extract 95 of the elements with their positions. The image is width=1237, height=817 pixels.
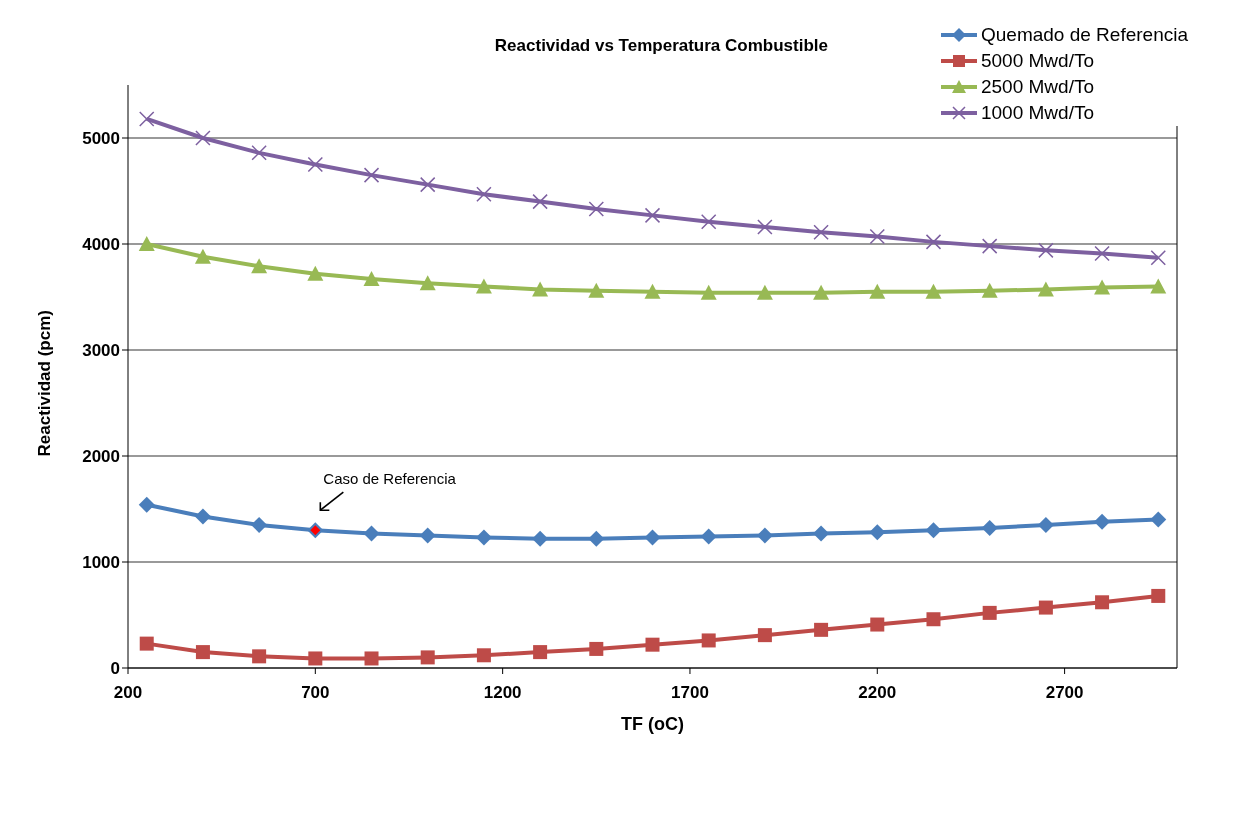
point (813, 284, 830, 300)
point (1094, 513, 1111, 530)
point (1037, 516, 1054, 533)
point (925, 283, 942, 299)
point (138, 236, 155, 251)
point (1095, 595, 1110, 610)
point (700, 528, 717, 545)
point (926, 612, 941, 627)
y-tick-label: 3000 (82, 341, 120, 361)
point (1151, 588, 1166, 603)
point (363, 525, 380, 542)
x-axis-title: TF (oC) (621, 714, 684, 734)
point (363, 270, 380, 286)
y-tick-label: 1000 (82, 553, 120, 573)
point (981, 238, 998, 254)
point (419, 527, 436, 544)
point (1150, 511, 1167, 528)
point (644, 283, 661, 299)
point (869, 283, 886, 299)
point (814, 622, 829, 637)
x-tick-label: 200 (113, 683, 143, 703)
point (869, 524, 886, 541)
point (139, 636, 154, 651)
point (364, 651, 379, 666)
y-tick-label: 5000 (82, 129, 120, 149)
point (644, 207, 661, 224)
point (870, 617, 885, 632)
point (700, 213, 717, 230)
point (925, 234, 942, 250)
point (700, 284, 717, 300)
point (701, 633, 716, 648)
point (307, 156, 324, 173)
point (1038, 600, 1053, 615)
point (251, 258, 268, 274)
y-tick-label: 2000 (82, 447, 120, 467)
point (251, 516, 268, 533)
point (588, 201, 605, 217)
point (476, 648, 491, 663)
point (588, 530, 605, 547)
point (194, 248, 211, 264)
point (1038, 242, 1054, 259)
point (756, 284, 773, 300)
point (251, 145, 267, 161)
annotation: Caso de Referencia (323, 470, 457, 488)
point (476, 186, 492, 202)
point (982, 605, 997, 620)
point (533, 645, 548, 660)
point (138, 111, 155, 127)
point (644, 529, 661, 546)
point (475, 278, 492, 294)
point (757, 219, 773, 235)
point (308, 651, 323, 666)
x-tick-label: 2700 (1045, 683, 1084, 703)
point (588, 282, 605, 298)
point (195, 645, 210, 660)
y-tick-label: 4000 (82, 235, 120, 255)
point (419, 275, 436, 291)
point (645, 637, 660, 652)
point (1094, 279, 1111, 295)
point (981, 282, 998, 298)
point (138, 496, 155, 513)
point (532, 281, 549, 297)
y-tick-label: 0 (110, 659, 120, 679)
point (1150, 278, 1167, 294)
point (532, 530, 549, 547)
point (195, 130, 211, 146)
point (1094, 245, 1110, 262)
point (307, 265, 324, 281)
point (419, 176, 436, 193)
y-axis-title: Reactividad (pcm) (35, 310, 55, 457)
point (475, 529, 492, 546)
point (925, 522, 942, 539)
chart-title: Reactividad vs Temperatura Combustible (493, 36, 828, 56)
legend-label: 5000 Mwd/To (980, 50, 1094, 72)
x-tick-label: 1700 (671, 683, 709, 703)
point (981, 520, 998, 537)
point (532, 193, 548, 210)
x-tick-label: 700 (301, 683, 330, 703)
point (363, 167, 380, 183)
x-tick-label: 2200 (858, 683, 897, 703)
point (420, 650, 435, 665)
point (252, 649, 267, 664)
point (869, 228, 886, 245)
point (1150, 250, 1167, 266)
point (589, 641, 604, 656)
x-tick-label: 1200 (483, 683, 522, 703)
point (194, 508, 211, 525)
point (813, 525, 830, 542)
legend-label: Quemado de Referencia (980, 24, 1188, 46)
point (813, 224, 829, 241)
legend-label: 1000 Mwd/To (980, 102, 1094, 124)
point (756, 527, 773, 544)
legend-label: 2500 Mwd/To (980, 76, 1094, 98)
point (757, 628, 772, 643)
point (1037, 281, 1054, 297)
